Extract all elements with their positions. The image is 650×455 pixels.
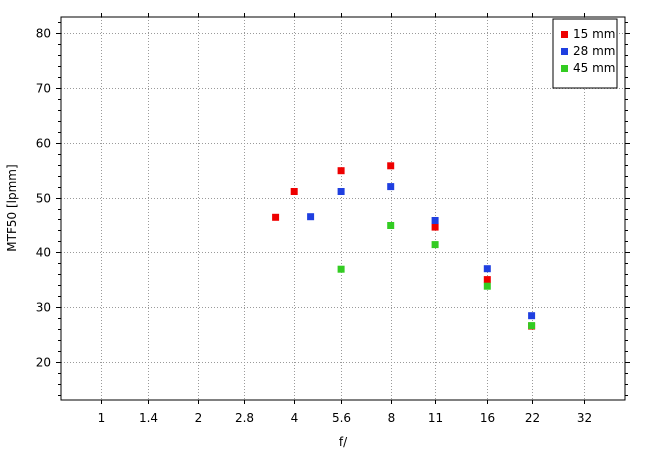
y-tick-label: 30 [36, 301, 51, 315]
legend-marker [561, 31, 568, 38]
data-point-series-1 [290, 188, 298, 195]
x-tick-label: 2.8 [235, 411, 254, 425]
x-tick-label: 22 [525, 411, 540, 425]
data-point-series-2 [483, 265, 491, 273]
y-tick-label: 70 [36, 82, 51, 96]
y-axis-label: MTF50 [lpmm] [5, 164, 19, 251]
data-point-series-3 [387, 222, 395, 229]
data-point-series-3 [483, 282, 491, 290]
data-point-series-1 [387, 162, 395, 170]
x-tick-label: 1.4 [139, 411, 158, 425]
y-tick-label: 60 [36, 137, 51, 151]
data-point-series-2 [387, 183, 395, 191]
x-tick-label: 11 [428, 411, 443, 425]
data-point-series-1 [431, 223, 439, 231]
data-point-series-3 [337, 265, 345, 273]
legend-label: 45 mm [573, 61, 615, 75]
legend-items: 15 mm 28 mm 45 mm [561, 27, 615, 75]
data-point-series-1 [272, 213, 280, 221]
data-point-series-1 [337, 167, 345, 175]
x-tick-label: 1 [98, 411, 106, 425]
grid-layer [61, 17, 625, 400]
data-point-series-2 [431, 217, 439, 224]
legend-marker [561, 65, 568, 72]
x-tick-label: 5.6 [332, 411, 351, 425]
y-tick-label: 80 [36, 27, 51, 41]
y-tick-label: 50 [36, 192, 51, 206]
x-tick-label: 32 [577, 411, 592, 425]
data-point-series-3 [431, 241, 439, 249]
legend-marker [561, 48, 568, 55]
data-point-series-2 [307, 213, 315, 221]
x-tick-label: 16 [480, 411, 495, 425]
data-point-series-2 [337, 188, 345, 195]
x-axis-label: f/ [339, 435, 348, 449]
plot-area-frame [60, 16, 626, 401]
x-tick-label: 8 [388, 411, 396, 425]
x-tick-label: 2 [195, 411, 203, 425]
data-point-series-3 [528, 322, 536, 330]
legend-label: 28 mm [573, 44, 615, 58]
y-tick-label: 20 [36, 356, 51, 370]
data-point-series-2 [528, 312, 536, 320]
data-point-series-1 [483, 276, 491, 284]
x-tick-label: 4 [291, 411, 299, 425]
x-axis: 1 1.4 2 2.8 4 5.6 8 11 16 22 32 [98, 13, 592, 425]
y-tick-label: 40 [36, 246, 51, 260]
legend: 15 mm 28 mm 45 mm [552, 18, 618, 89]
legend-label: 15 mm [573, 27, 615, 41]
y-axis: 20 30 40 50 60 70 80 [36, 22, 630, 396]
data-points [272, 162, 536, 330]
